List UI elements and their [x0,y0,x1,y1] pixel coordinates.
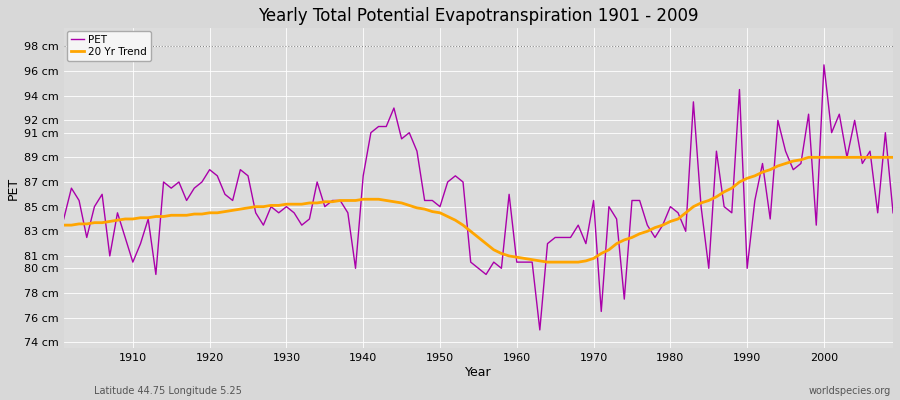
Legend: PET, 20 Yr Trend: PET, 20 Yr Trend [67,31,150,62]
Text: worldspecies.org: worldspecies.org [809,386,891,396]
20 Yr Trend [58,223,69,228]
PET [335,198,346,203]
20 Yr Trend [289,202,300,206]
PET [504,192,515,197]
PET [611,216,622,221]
PET [511,260,522,264]
20 Yr Trend [335,198,346,203]
20 Yr Trend [542,260,553,264]
20 Yr Trend [611,241,622,246]
20 Yr Trend [511,255,522,260]
Text: Latitude 44.75 Longitude 5.25: Latitude 44.75 Longitude 5.25 [94,386,242,396]
20 Yr Trend [504,254,515,258]
PET [58,216,69,221]
PET [535,328,545,332]
20 Yr Trend [887,155,898,160]
PET [120,235,130,240]
PET [289,210,300,215]
PET [887,210,898,215]
X-axis label: Year: Year [465,366,491,379]
20 Yr Trend [120,216,130,221]
20 Yr Trend [803,155,814,160]
Title: Yearly Total Potential Evapotranspiration 1901 - 2009: Yearly Total Potential Evapotranspiratio… [258,7,698,25]
Line: PET: PET [64,65,893,330]
Y-axis label: PET: PET [7,176,20,200]
Line: 20 Yr Trend: 20 Yr Trend [64,157,893,262]
PET [818,62,829,67]
